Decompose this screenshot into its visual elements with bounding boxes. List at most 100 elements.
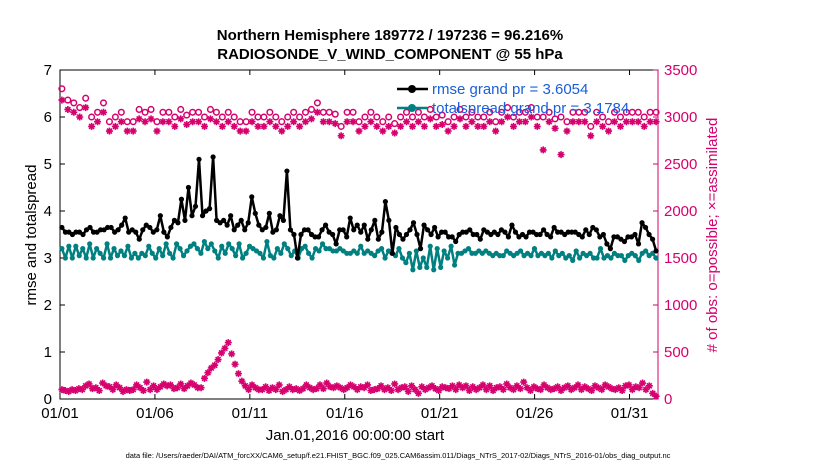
rmse-series-point	[206, 206, 213, 212]
obs-assimilated-low-point	[452, 386, 460, 394]
rmse-series-point	[161, 229, 167, 235]
rmse-series-point	[442, 229, 448, 235]
obs-assimilated-point	[88, 122, 96, 130]
obs-assimilated-low-point	[268, 384, 276, 392]
totalspread-series-point	[399, 255, 406, 261]
obs-assimilated-low-point	[588, 387, 596, 395]
rmse-series-point	[621, 238, 628, 245]
obs-assimilated-low-point	[65, 387, 73, 395]
obs-assimilated-point	[611, 118, 619, 126]
obs-assimilated-low-point	[214, 356, 222, 364]
totalspread-series-point	[618, 253, 624, 259]
obs-assimilated-low-point	[309, 386, 317, 394]
totalspread-series-point	[90, 255, 96, 261]
obs-assimilated-point	[248, 118, 256, 126]
rmse-series-point	[509, 222, 515, 228]
obs-assimilated-low-point	[567, 386, 575, 394]
obs-assimilated-point	[272, 122, 280, 130]
obs-assimilated-low-point	[68, 386, 76, 394]
obs-assimilated-point	[117, 118, 125, 126]
obs-assimilated-low-point	[635, 384, 643, 392]
totalspread-series-point	[406, 250, 412, 256]
obs-assimilated-low-point	[425, 384, 433, 392]
rmse-series-point	[502, 229, 508, 235]
obs-assimilated-low-point	[564, 382, 572, 390]
obs-assimilated-point	[266, 118, 274, 126]
totalspread-series-point	[118, 248, 124, 254]
rmse-series-point	[435, 234, 441, 240]
obs-assimilated-low-point	[577, 386, 585, 394]
obs-possible-point	[171, 113, 179, 121]
totalspread-series-point	[559, 250, 565, 256]
obs-assimilated-low-point	[299, 385, 307, 393]
left-tick-label: 0	[44, 391, 52, 408]
obs-assimilated-low-point	[78, 386, 86, 394]
rmse-series-point	[221, 217, 227, 223]
obs-assimilated-low-point	[245, 386, 253, 394]
obs-possible-point	[349, 108, 357, 116]
obs-assimilated-low-point	[228, 350, 236, 358]
obs-assimilated-low-point	[384, 384, 392, 392]
totalspread-series-point	[451, 262, 458, 268]
right-tick-label: 0	[664, 391, 672, 408]
obs-assimilated-point	[313, 108, 321, 116]
totalspread-series-point	[149, 250, 155, 256]
obs-possible-point	[105, 118, 113, 126]
obs-assimilated-low-point	[380, 386, 388, 394]
rmse-series-point	[407, 227, 413, 233]
obs-possible-point	[313, 99, 321, 107]
obs-assimilated-point	[355, 127, 363, 135]
totalspread-series-point	[528, 253, 534, 259]
obs-assimilated-low-point	[394, 386, 402, 394]
obs-assimilated-low-point	[173, 384, 181, 392]
left-tick-label: 5	[44, 156, 52, 173]
rmse-series-point	[365, 236, 371, 242]
obs-assimilated-low-point	[163, 382, 171, 390]
obs-possible-point	[361, 113, 369, 121]
totalspread-series-point	[653, 255, 659, 261]
obs-assimilated-point	[563, 127, 571, 135]
obs-assimilated-low-point	[516, 385, 524, 393]
totalspread-series-point	[545, 250, 551, 256]
chart-title-line-1: Northern Hemisphere 189772 / 197236 = 96…	[217, 27, 563, 44]
obs-assimilated-low-point	[377, 382, 385, 390]
obs-possible-point	[272, 113, 280, 121]
obs-possible-point	[385, 113, 393, 121]
obs-assimilated-point	[319, 118, 327, 126]
obs-assimilated-low-point	[146, 386, 154, 394]
obs-assimilated-low-point	[58, 386, 66, 394]
obs-assimilated-low-point	[482, 386, 490, 394]
rmse-series-point	[133, 229, 139, 235]
obs-assimilated-low-point	[319, 385, 327, 393]
legend-label-spread: totalspread grand pr = 3.1784	[432, 100, 629, 117]
obs-assimilated-point	[599, 122, 607, 130]
totalspread-series-point	[94, 246, 100, 252]
obs-assimilated-point	[105, 127, 113, 135]
totalspread-series-point	[100, 255, 107, 261]
obs-assimilated-low-point	[411, 386, 419, 394]
obs-possible-point	[640, 113, 648, 121]
obs-assimilated-low-point	[251, 384, 259, 392]
obs-assimilated-low-point	[282, 386, 290, 394]
obs-assimilated-point	[141, 118, 149, 126]
obs-assimilated-low-point	[513, 382, 521, 390]
obs-assimilated-low-point	[598, 386, 606, 394]
rmse-series-point	[410, 220, 417, 226]
obs-assimilated-low-point	[126, 387, 134, 395]
obs-assimilated-low-point	[71, 387, 79, 395]
obs-possible-point	[634, 108, 642, 116]
totalspread-series-point	[417, 264, 423, 270]
x-axis-label: Jan.01,2016 00:00:00 start	[266, 427, 445, 444]
obs-assimilated-point	[195, 118, 203, 126]
obs-possible-point	[587, 122, 595, 130]
obs-assimilated-point	[575, 118, 583, 126]
obs-assimilated-low-point	[238, 377, 246, 385]
obs-possible-point	[141, 108, 149, 116]
obs-assimilated-low-point	[347, 381, 355, 389]
obs-assimilated-low-point	[503, 380, 511, 388]
obs-assimilated-point	[379, 127, 387, 135]
obs-possible-point	[599, 113, 607, 121]
obs-assimilated-low-point	[391, 380, 399, 388]
rmse-series-point	[256, 222, 262, 228]
obs-assimilated-low-point	[122, 386, 130, 394]
